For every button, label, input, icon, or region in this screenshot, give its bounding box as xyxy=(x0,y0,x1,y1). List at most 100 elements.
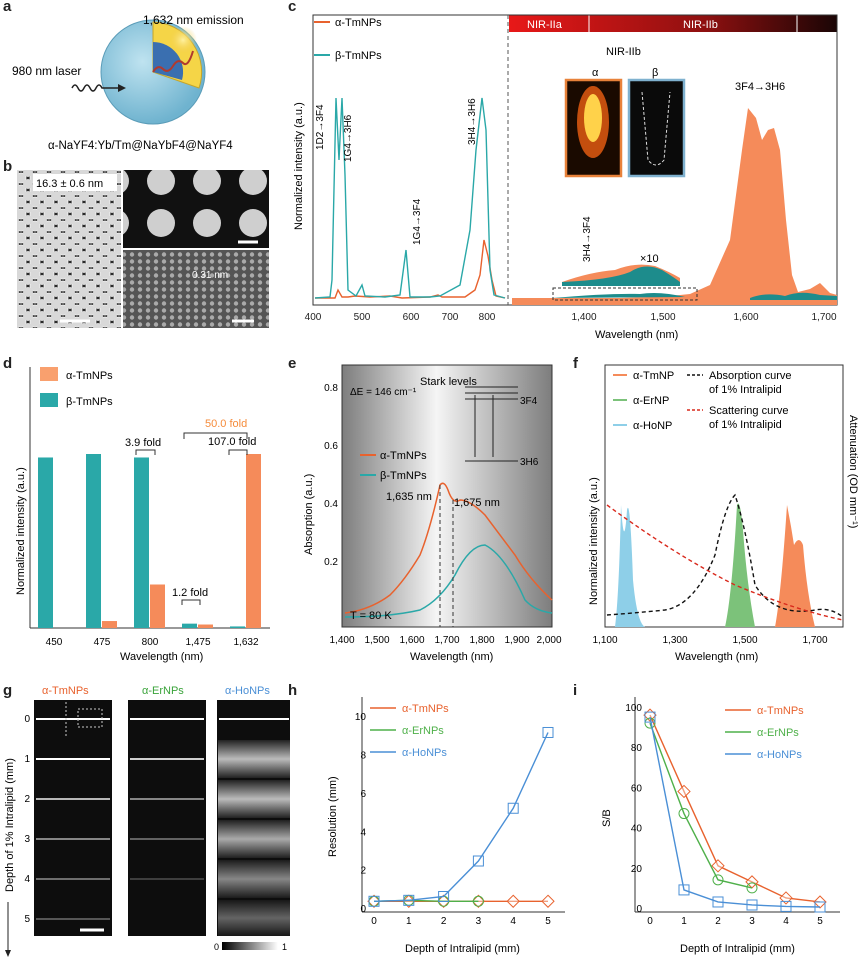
fold-107: 107.0 fold xyxy=(208,436,256,448)
i-line-α-HoNPs xyxy=(649,716,821,908)
g-col-ho: α-HoNPs xyxy=(225,685,270,697)
e-legend-alpha: α-TmNPs xyxy=(380,450,427,462)
i-marker-α-TmNPs-4 xyxy=(779,891,793,905)
h-xtick-1: 1 xyxy=(406,916,412,927)
inset-title: NIR-IIb xyxy=(606,46,641,58)
h-ytick-1: 2 xyxy=(360,866,366,877)
c-tick-500: 500 xyxy=(354,312,371,323)
f-legend-tm: α-TmNP xyxy=(633,370,674,382)
delta-label: ΔE = 146 cm⁻¹ xyxy=(350,387,417,398)
d-bar-β-TmNPs-1,632 xyxy=(230,626,245,628)
i-xtick-5: 5 xyxy=(817,916,823,927)
e-xtick-0: 1,400 xyxy=(329,635,354,646)
f-er-emission xyxy=(725,503,755,627)
d-xtick-3: 1,475 xyxy=(185,637,210,648)
f-xtick-1: 1,300 xyxy=(662,635,687,646)
f-legend-sca-2: of 1% Intralipid xyxy=(709,419,782,431)
d-xtick-1: 475 xyxy=(94,637,111,648)
g-depth-1: 1 xyxy=(24,754,30,765)
i-line-α-TmNPs xyxy=(649,714,821,903)
peak-1675: 1,675 nm xyxy=(454,497,500,509)
h-marker-α-HoNPs-4 xyxy=(507,802,519,814)
h-marker-α-TmNPs-4 xyxy=(506,894,520,908)
i-marker-α-HoNPs-1 xyxy=(678,884,690,896)
fold-1-2: 1.2 fold xyxy=(172,587,208,599)
panel-h-chart: 0 1 2 3 4 5 0 2 4 6 8 10 α-TmNPs α-ErNPs α-HoNPs Dept… xyxy=(327,697,565,955)
h-legend-0: α-TmNPs xyxy=(402,703,449,715)
d-xtick-4: 1,632 xyxy=(233,637,258,648)
g-depth-0: 0 xyxy=(24,714,30,725)
level-upper: 3F4 xyxy=(520,396,538,407)
h-ytick-3: 6 xyxy=(360,789,366,800)
d-bar-α-TmNPs-800 xyxy=(150,584,165,628)
g-depth-2: 2 xyxy=(24,794,30,805)
f-absorption-curve xyxy=(606,493,844,618)
i-marker-α-HoNPs-5 xyxy=(814,901,826,913)
h-xtick-5: 5 xyxy=(545,916,551,927)
h-legend-2: α-HoNPs xyxy=(402,747,447,759)
e-ylabel: Absorption (a.u.) xyxy=(303,474,315,555)
f-xtick-3: 1,700 xyxy=(802,635,827,646)
g-col-er: α-ErNPs xyxy=(142,685,184,697)
i-xtick-0: 0 xyxy=(647,916,653,927)
nir-iia-label: NIR-IIa xyxy=(527,19,563,31)
d-ylabel: Normalized intensity (a.u.) xyxy=(15,467,27,595)
lattice-label: 0.31 nm xyxy=(192,270,228,281)
d-bar-β-TmNPs-475 xyxy=(86,454,101,628)
transition-2: 1G4→3H6 xyxy=(343,114,354,162)
e-xtick-3: 1,700 xyxy=(434,635,459,646)
emission-label: 1,632 nm emission xyxy=(143,13,244,27)
h-marker-α-HoNPs-5 xyxy=(542,726,554,738)
laser-label: 980 nm laser xyxy=(12,64,81,78)
i-xlabel: Depth of Intralipid (mm) xyxy=(680,943,795,955)
f-plot-frame xyxy=(604,364,844,628)
transition-6: 3F4→3H6 xyxy=(735,81,785,93)
transition-5: 3H4→3F4 xyxy=(582,216,593,262)
panel-letter-c: c xyxy=(288,0,297,15)
f-scattering-curve xyxy=(606,504,844,621)
h-ytick-2: 4 xyxy=(360,827,366,838)
e-ytick-1: 0.4 xyxy=(324,499,338,510)
g-colorbar xyxy=(222,942,278,950)
inset-beta xyxy=(562,266,680,286)
g-depth-5: 5 xyxy=(24,914,30,925)
temp-label: T = 80 K xyxy=(350,610,392,622)
peak-1635: 1,635 nm xyxy=(386,491,432,503)
i-xtick-1: 1 xyxy=(681,916,687,927)
laser-wave xyxy=(71,84,118,92)
transition-3: 1G4→3F4 xyxy=(412,198,423,245)
f-xlabel: Wavelength (nm) xyxy=(675,651,758,663)
inset-alpha-label: α xyxy=(592,67,599,79)
c-tick-800: 800 xyxy=(479,312,496,323)
i-marker-α-ErNPs-3 xyxy=(746,882,758,894)
d-legend-beta: β-TmNPs xyxy=(66,396,113,408)
i-ytick-1: 20 xyxy=(631,864,643,875)
i-legend-0: α-TmNPs xyxy=(757,705,804,717)
transition-1: 1D2→3F4 xyxy=(315,104,326,150)
e-xtick-2: 1,600 xyxy=(399,635,424,646)
h-xlabel: Depth of Intralipid (mm) xyxy=(405,943,520,955)
d-xtick-0: 450 xyxy=(46,637,63,648)
h-marker-α-ErNPs-3 xyxy=(472,895,484,907)
h-xtick-2: 2 xyxy=(441,916,447,927)
h-ylabel: Resolution (mm) xyxy=(327,776,339,857)
laser-arrowhead xyxy=(118,84,126,92)
i-ytick-0: 0 xyxy=(636,904,642,915)
panel-f-chart: α-TmNP α-ErNP α-HoNP Absorption curve of… xyxy=(588,364,859,663)
transition-4: 3H4→3H6 xyxy=(467,98,478,145)
e-beta-curve xyxy=(344,544,553,618)
panel-letter-d: d xyxy=(3,355,13,372)
i-legend-1: α-ErNPs xyxy=(757,727,799,739)
panel-i-chart: 0 1 2 3 4 5 0 20 40 60 80 100 α-TmNPs α-ErNPs α-HoNPs… xyxy=(601,697,840,955)
e-ytick-0: 0.2 xyxy=(324,557,338,568)
d-bar-α-TmNPs-475 xyxy=(102,621,117,628)
size-label: 16.3 ± 0.6 nm xyxy=(36,178,103,190)
f-ho-emission xyxy=(615,505,645,627)
legend-alpha: α-TmNPs xyxy=(335,17,382,29)
tem-closeup-image xyxy=(123,170,269,248)
i-marker-α-HoNPs-0 xyxy=(644,711,656,723)
i-ytick-2: 40 xyxy=(631,824,643,835)
g-colorbar-min: 0 xyxy=(214,942,219,952)
emission-wave xyxy=(152,50,194,73)
i-marker-α-HoNPs-4 xyxy=(780,900,792,912)
